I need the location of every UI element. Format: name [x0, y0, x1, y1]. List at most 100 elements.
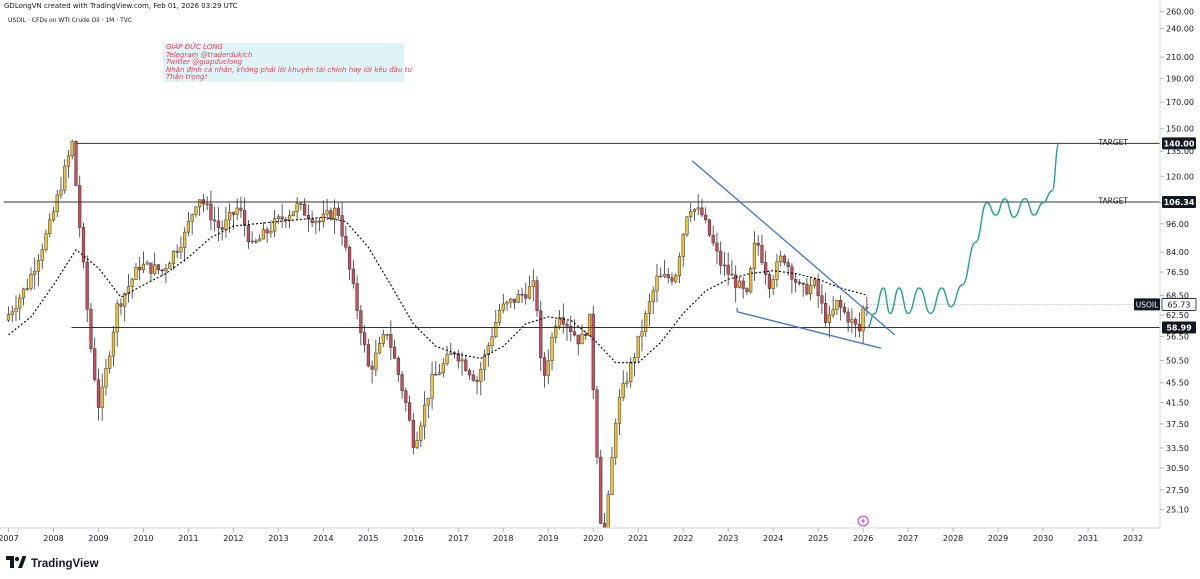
candle-down: [782, 255, 787, 263]
candle-up: [374, 352, 378, 370]
candle-up: [737, 280, 742, 288]
candle-up: [644, 313, 648, 332]
price-tick-label: 50.50: [1166, 357, 1189, 366]
candle-down: [329, 210, 333, 220]
price-tick-label: 45.50: [1166, 379, 1189, 388]
candle-up: [614, 422, 618, 458]
time-tick-label: 2014: [313, 534, 333, 543]
candle-down: [542, 357, 547, 376]
candle-up: [587, 313, 592, 337]
candle-down: [434, 373, 438, 376]
trendline-upper: [691, 160, 896, 336]
candle-up: [141, 263, 146, 270]
symbol-tag-label: USOIL: [1136, 300, 1159, 309]
candle-down: [89, 309, 93, 349]
time-tick-label: 2010: [133, 534, 153, 543]
candle-down: [303, 203, 307, 216]
candle-down: [348, 247, 352, 270]
candle-up: [100, 386, 104, 408]
candle-up: [625, 381, 629, 384]
note-line: Telegram @traderdukich: [166, 50, 253, 59]
candle-down: [78, 185, 82, 228]
candle-down: [797, 282, 802, 284]
candle-up: [449, 352, 453, 355]
price-projection-path: [867, 142, 1060, 329]
candle-down: [74, 141, 78, 186]
candle-up: [809, 285, 813, 295]
candle-up: [617, 397, 622, 424]
candle-up: [130, 279, 134, 287]
candle-up: [134, 266, 138, 280]
candle-up: [55, 194, 59, 212]
candle-down: [81, 227, 86, 263]
time-tick-label: 2018: [493, 534, 513, 543]
candle-down: [411, 419, 415, 448]
candle-up: [482, 354, 487, 370]
candle-up: [501, 303, 505, 311]
price-tick-label: 37.50: [1166, 420, 1189, 429]
price-tick-label: 120.00: [1166, 172, 1194, 181]
candle-up: [29, 274, 33, 289]
price-tick-label: 68.50: [1166, 292, 1189, 301]
candle-down: [280, 216, 284, 220]
current-price-tag-background: [1161, 298, 1197, 311]
candle-up: [14, 307, 18, 313]
candle-up: [228, 212, 232, 221]
candle-down: [561, 317, 565, 325]
candle-down: [265, 229, 269, 234]
candle-down: [854, 319, 858, 325]
candle-down: [659, 275, 663, 278]
candle-down: [584, 333, 588, 337]
candle-up: [422, 404, 427, 427]
price-tick-label: 56.50: [1166, 333, 1189, 342]
price-tag-background: [1162, 321, 1196, 334]
candle-up: [250, 240, 254, 243]
candle-up: [509, 298, 513, 303]
time-tick-label: 2011: [178, 534, 198, 543]
candle-up: [108, 355, 112, 369]
author-note-box: GIÁP ĐỨC LONG Telegram @traderdukich Twi…: [163, 43, 412, 82]
candle-up: [610, 457, 614, 495]
note-line: Twitter @giapduclong: [166, 58, 243, 67]
candle-up: [636, 335, 640, 358]
candle-up: [51, 211, 56, 221]
candle-down: [96, 379, 101, 408]
time-tick-label: 2029: [988, 534, 1008, 543]
candle-down: [284, 218, 288, 221]
candle-up: [812, 279, 816, 286]
candle-up: [647, 301, 652, 314]
candle-down: [711, 234, 715, 244]
candle-up: [632, 357, 637, 363]
candle-down: [359, 310, 363, 333]
candle-up: [194, 206, 198, 215]
candle-up: [198, 199, 202, 208]
time-tick-label: 2023: [718, 534, 738, 543]
candle-up: [460, 359, 464, 362]
tradingview-footer[interactable]: TradingView: [6, 556, 99, 571]
candle-down: [366, 344, 370, 367]
candle-up: [629, 361, 633, 383]
candle-up: [546, 360, 550, 376]
candle-down: [389, 334, 393, 348]
candle-down: [205, 203, 209, 206]
candle-up: [25, 288, 29, 290]
candle-up: [314, 220, 318, 223]
candle-down: [362, 332, 367, 345]
candle-up: [419, 425, 423, 441]
candle-down: [209, 203, 213, 221]
candle-up: [295, 203, 299, 212]
candle-down: [254, 240, 258, 243]
candle-down: [839, 300, 843, 308]
time-tick-label: 2012: [223, 534, 243, 543]
candle-up: [183, 231, 187, 248]
candle-down: [591, 313, 595, 391]
candle-down: [246, 225, 250, 243]
price-tick-label: 170.00: [1166, 98, 1194, 107]
candle-down: [392, 347, 397, 359]
candle-up: [527, 286, 532, 299]
candle-down: [726, 264, 730, 275]
price-tick-label: 25.10: [1166, 505, 1189, 514]
candle-up: [621, 383, 625, 398]
candle-down: [336, 207, 340, 216]
